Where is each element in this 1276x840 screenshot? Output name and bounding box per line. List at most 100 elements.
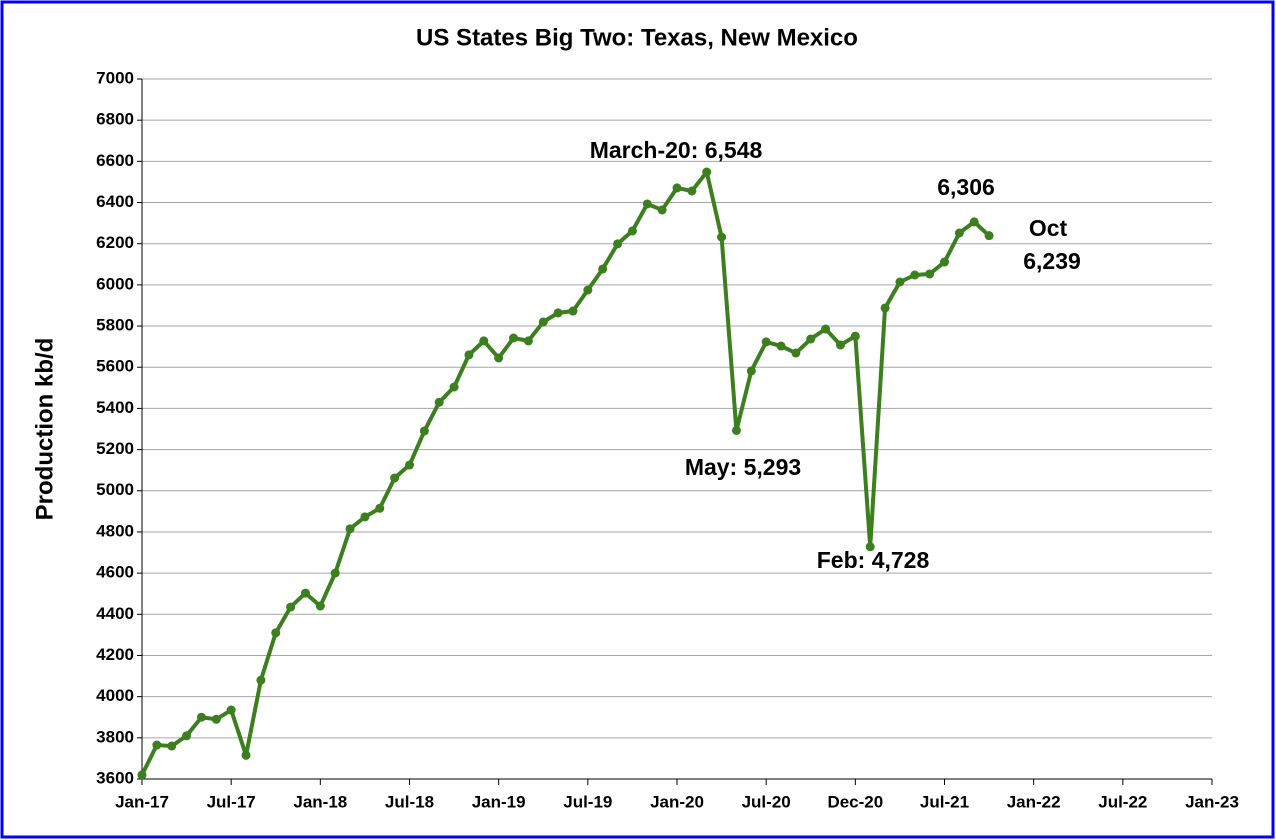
data-point — [791, 348, 801, 358]
y-tick-label: 6600 — [96, 151, 134, 170]
y-tick-label: 5800 — [96, 316, 134, 335]
y-tick-label: 6400 — [96, 192, 134, 211]
data-point — [256, 675, 266, 685]
y-tick-label: 6200 — [96, 233, 134, 252]
x-tick-label: Jul-20 — [742, 792, 791, 811]
data-point — [568, 306, 578, 316]
data-point — [702, 167, 712, 177]
data-point — [865, 542, 875, 552]
data-point — [330, 568, 340, 578]
data-point — [731, 425, 741, 435]
x-tick-label: Jul-17 — [207, 792, 256, 811]
data-point — [315, 601, 325, 611]
y-axis-label: Production kb/d — [31, 338, 58, 521]
data-point — [211, 714, 221, 724]
data-point — [880, 303, 890, 313]
y-tick-label: 4600 — [96, 563, 134, 582]
y-tick-label: 6000 — [96, 274, 134, 293]
data-point — [494, 353, 504, 363]
annotation: March-20: 6,548 — [590, 137, 763, 163]
x-tick-label: Dec-20 — [827, 792, 883, 811]
data-point — [509, 333, 519, 343]
data-point — [390, 473, 400, 483]
y-tick-label: 5000 — [96, 480, 134, 499]
data-point — [137, 770, 147, 780]
data-point — [613, 239, 623, 249]
data-point — [419, 426, 429, 436]
x-tick-label: Jul-22 — [1098, 792, 1147, 811]
x-tick-label: Jan-18 — [293, 792, 347, 811]
data-point — [761, 337, 771, 347]
data-point — [449, 382, 459, 392]
data-point — [479, 336, 489, 346]
data-point — [464, 350, 474, 360]
x-tick-label: Jan-17 — [115, 792, 169, 811]
data-point — [360, 512, 370, 522]
annotation: Feb: 4,728 — [817, 547, 930, 573]
x-tick-label: Jul-19 — [563, 792, 612, 811]
data-point — [538, 317, 548, 327]
data-point — [152, 740, 162, 750]
x-tick-label: Jan-19 — [472, 792, 526, 811]
data-point — [925, 269, 935, 279]
data-point — [583, 285, 593, 295]
data-point — [598, 264, 608, 274]
x-tick-label: Jul-21 — [920, 792, 969, 811]
y-tick-label: 5400 — [96, 398, 134, 417]
y-tick-label: 5600 — [96, 357, 134, 376]
y-tick-label: 6800 — [96, 110, 134, 129]
data-point — [226, 705, 236, 715]
data-point — [940, 257, 949, 267]
data-point — [196, 712, 206, 722]
data-point — [835, 340, 845, 350]
y-tick-label: 3600 — [96, 768, 134, 787]
data-point — [523, 336, 533, 346]
data-point — [776, 341, 786, 351]
x-tick-label: Jul-18 — [385, 792, 434, 811]
x-tick-label: Jan-20 — [650, 792, 704, 811]
data-point — [553, 308, 563, 318]
x-tick-label: Jan-23 — [1185, 792, 1239, 811]
data-point — [657, 205, 667, 215]
annotation: 6,306 — [937, 174, 995, 200]
y-tick-label: 4400 — [96, 604, 134, 623]
x-tick-label: Jan-22 — [1007, 792, 1061, 811]
data-point — [167, 741, 177, 751]
data-point — [687, 186, 697, 196]
data-point — [405, 460, 414, 470]
data-point — [182, 731, 192, 741]
data-point — [954, 228, 964, 238]
annotation: Oct — [1029, 215, 1068, 241]
data-point — [821, 324, 831, 334]
data-point — [271, 628, 281, 638]
y-tick-label: 4000 — [96, 686, 134, 705]
chart-title: US States Big Two: Texas, New Mexico — [416, 24, 858, 51]
data-point — [286, 602, 296, 612]
data-point — [300, 588, 310, 598]
data-point — [984, 231, 994, 241]
y-tick-label: 7000 — [96, 68, 134, 87]
data-point — [345, 524, 355, 534]
y-tick-label: 4800 — [96, 521, 134, 540]
data-point — [434, 397, 444, 407]
data-point — [627, 226, 637, 236]
data-point — [746, 366, 756, 376]
data-point — [895, 277, 905, 287]
data-point — [717, 232, 727, 242]
annotation: May: 5,293 — [685, 454, 801, 480]
y-tick-label: 4200 — [96, 645, 134, 664]
data-point — [672, 183, 682, 193]
annotation: 6,239 — [1023, 248, 1081, 274]
y-tick-label: 5200 — [96, 439, 134, 458]
series-line — [140, 170, 991, 776]
data-point — [969, 217, 979, 227]
data-point — [910, 270, 920, 280]
data-point — [642, 199, 652, 209]
y-tick-label: 3800 — [96, 727, 134, 746]
data-point — [806, 334, 816, 344]
data-point — [241, 750, 251, 760]
data-point — [850, 331, 860, 341]
data-point — [375, 503, 385, 513]
